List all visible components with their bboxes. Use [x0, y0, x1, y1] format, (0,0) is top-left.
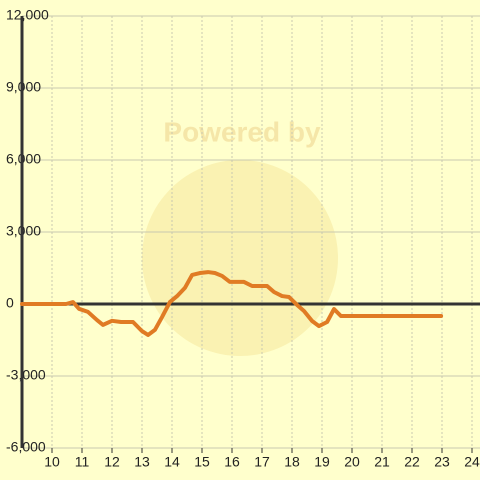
- x-tick-label: 21: [374, 454, 390, 470]
- y-tick-label: -3,000: [6, 367, 46, 383]
- y-tick-label: 12,000: [6, 7, 49, 23]
- x-tick-label: 11: [75, 454, 90, 470]
- y-tick-label: 3,000: [6, 223, 41, 239]
- y-tick-label: 9,000: [6, 79, 41, 95]
- x-tick-label: 16: [224, 454, 240, 470]
- x-tick-label: 12: [104, 454, 120, 470]
- x-tick-label: 24: [464, 454, 480, 470]
- x-tick-label: 14: [164, 454, 180, 470]
- watermark: Powered by: [163, 116, 321, 147]
- x-tick-label: 10: [44, 454, 60, 470]
- x-tick-label: 19: [314, 454, 330, 470]
- data-line: [20, 270, 444, 337]
- x-tick-label: 20: [344, 454, 360, 470]
- x-tick-label: 18: [284, 454, 300, 470]
- y-tick-label: -6,000: [6, 439, 46, 455]
- y-tick-label: 0: [6, 295, 14, 311]
- y-tick-label: 6,000: [6, 151, 41, 167]
- x-tick-label: 22: [404, 454, 420, 470]
- x-tick-label: 15: [194, 454, 210, 470]
- x-tick-label: 13: [134, 454, 150, 470]
- x-tick-label: 23: [434, 454, 450, 470]
- watermark-logo: [142, 160, 338, 356]
- x-tick-label: 17: [254, 454, 270, 470]
